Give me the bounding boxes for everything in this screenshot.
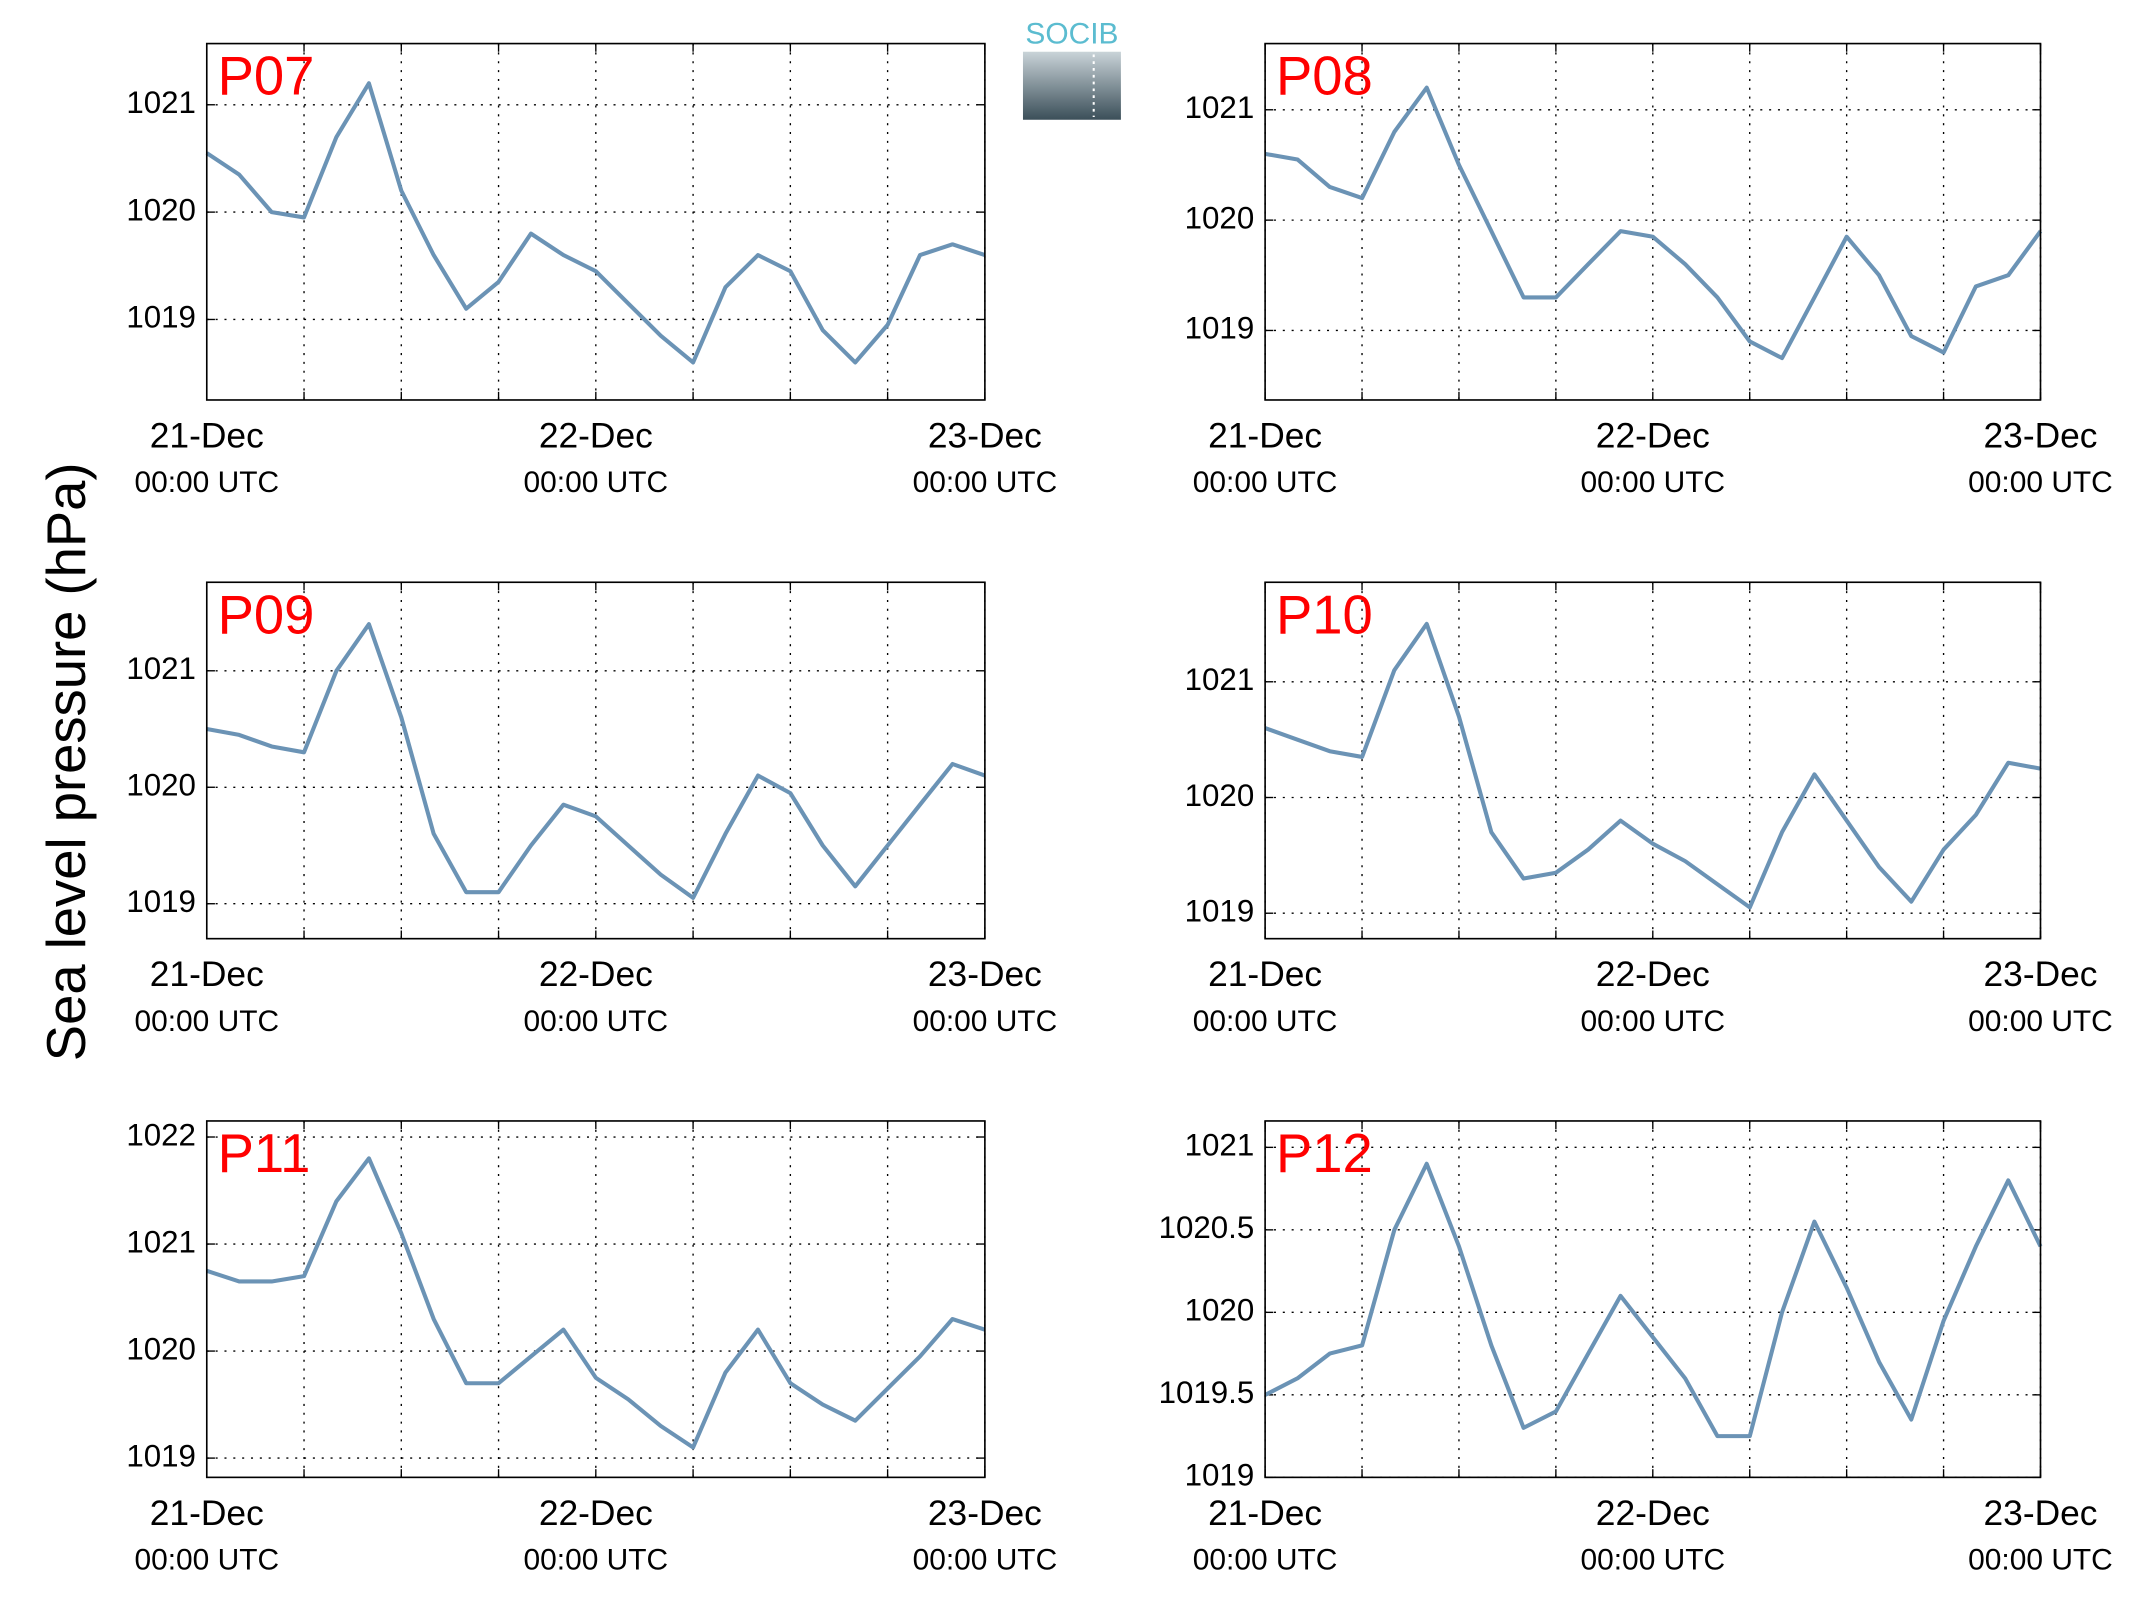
y-tick-label: 1020 [1185,778,1255,813]
y-tick-label: 1021 [1185,90,1255,125]
y-tick-label: 1019 [1185,1458,1255,1493]
panel-label: P09 [218,584,315,645]
x-tick-label: 00:00 UTC [1580,1544,1725,1577]
plot-frame [205,1120,986,1479]
logo-text: SOCIB [1025,18,1118,51]
x-tick-label: 00:00 UTC [524,466,669,499]
data-line [205,81,986,365]
x-tick-label: 23-Dec [928,955,1042,994]
panel-label: P12 [1276,1123,1373,1184]
x-tick-label: 21-Dec [150,416,264,455]
y-tick-label: 1019 [1185,311,1255,346]
y-tick-label: 1020.5 [1159,1210,1255,1245]
x-tick-label: 00:00 UTC [524,1005,669,1038]
y-tick-label: 1019 [126,1438,196,1473]
x-tick-label: 00:00 UTC [1193,1005,1338,1038]
y-tick-label: 1021 [126,85,196,120]
x-tick-label: 23-Dec [928,1494,1042,1533]
panel-label: P11 [218,1123,311,1184]
x-tick-label: 00:00 UTC [913,466,1058,499]
y-tick-label: 1019 [1185,893,1255,928]
data-line [1264,621,2041,910]
y-tick-label: 1021 [1185,1128,1255,1163]
y-tick-label: 1021 [126,651,196,686]
panel-label: P10 [1276,584,1373,645]
x-tick-label: 21-Dec [150,955,264,994]
x-tick-label: 00:00 UTC [1580,1005,1725,1038]
y-tick-label: 1020 [126,192,196,227]
x-tick-label: 00:00 UTC [134,1544,279,1577]
x-tick-label: 22-Dec [1596,416,1710,455]
panel-label: P07 [218,46,315,107]
y-tick-label: 1019 [126,884,196,919]
plot-frame [205,581,986,940]
x-tick-label: 22-Dec [1596,955,1710,994]
plot-frame [1264,581,2042,940]
x-tick-label: 00:00 UTC [913,1544,1058,1577]
panel-label: P08 [1276,46,1373,107]
x-tick-label: 22-Dec [539,955,653,994]
x-tick-label: 23-Dec [1983,416,2097,455]
y-tick-label: 1022 [126,1117,196,1152]
data-line [1264,85,2043,361]
y-tick-label: 1021 [1185,662,1255,697]
plot-frame [1264,1120,2042,1479]
x-tick-label: 00:00 UTC [1968,466,2113,499]
plot-frame [1264,42,2042,401]
y-tick-label: 1020 [126,1331,196,1366]
y-tick-label: 1020 [1185,1293,1255,1328]
x-tick-label: 21-Dec [1208,955,1322,994]
y-axis-label: Sea level pressure (hPa) [36,462,97,1061]
x-tick-label: 22-Dec [1596,1494,1710,1533]
x-tick-label: 00:00 UTC [1968,1005,2113,1038]
x-tick-label: 22-Dec [539,1494,653,1533]
x-tick-label: 00:00 UTC [1193,466,1338,499]
x-tick-label: 00:00 UTC [524,1544,669,1577]
x-tick-label: 21-Dec [1208,1494,1322,1533]
x-tick-label: 00:00 UTC [1193,1544,1338,1577]
x-tick-label: 21-Dec [150,1494,264,1533]
x-tick-label: 23-Dec [928,416,1042,455]
data-line [1264,1161,2043,1439]
logo-box [1022,51,1121,120]
plot-frame [205,42,986,401]
y-tick-label: 1020 [126,768,196,803]
x-tick-label: 00:00 UTC [1968,1544,2113,1577]
x-tick-label: 00:00 UTC [134,466,279,499]
x-tick-label: 23-Dec [1983,955,2097,994]
y-tick-label: 1019 [126,300,196,335]
y-tick-label: 1021 [126,1224,196,1259]
x-tick-label: 21-Dec [1208,416,1322,455]
data-line [206,622,986,900]
y-tick-label: 1019.5 [1159,1375,1255,1410]
logo: SOCIB [1022,18,1121,120]
x-tick-label: 22-Dec [539,416,653,455]
x-tick-label: 23-Dec [1983,1494,2097,1533]
x-tick-label: 00:00 UTC [134,1005,279,1038]
y-tick-label: 1020 [1185,200,1255,235]
x-tick-label: 00:00 UTC [1580,466,1725,499]
data-line [206,1156,986,1450]
x-tick-label: 00:00 UTC [913,1005,1058,1038]
